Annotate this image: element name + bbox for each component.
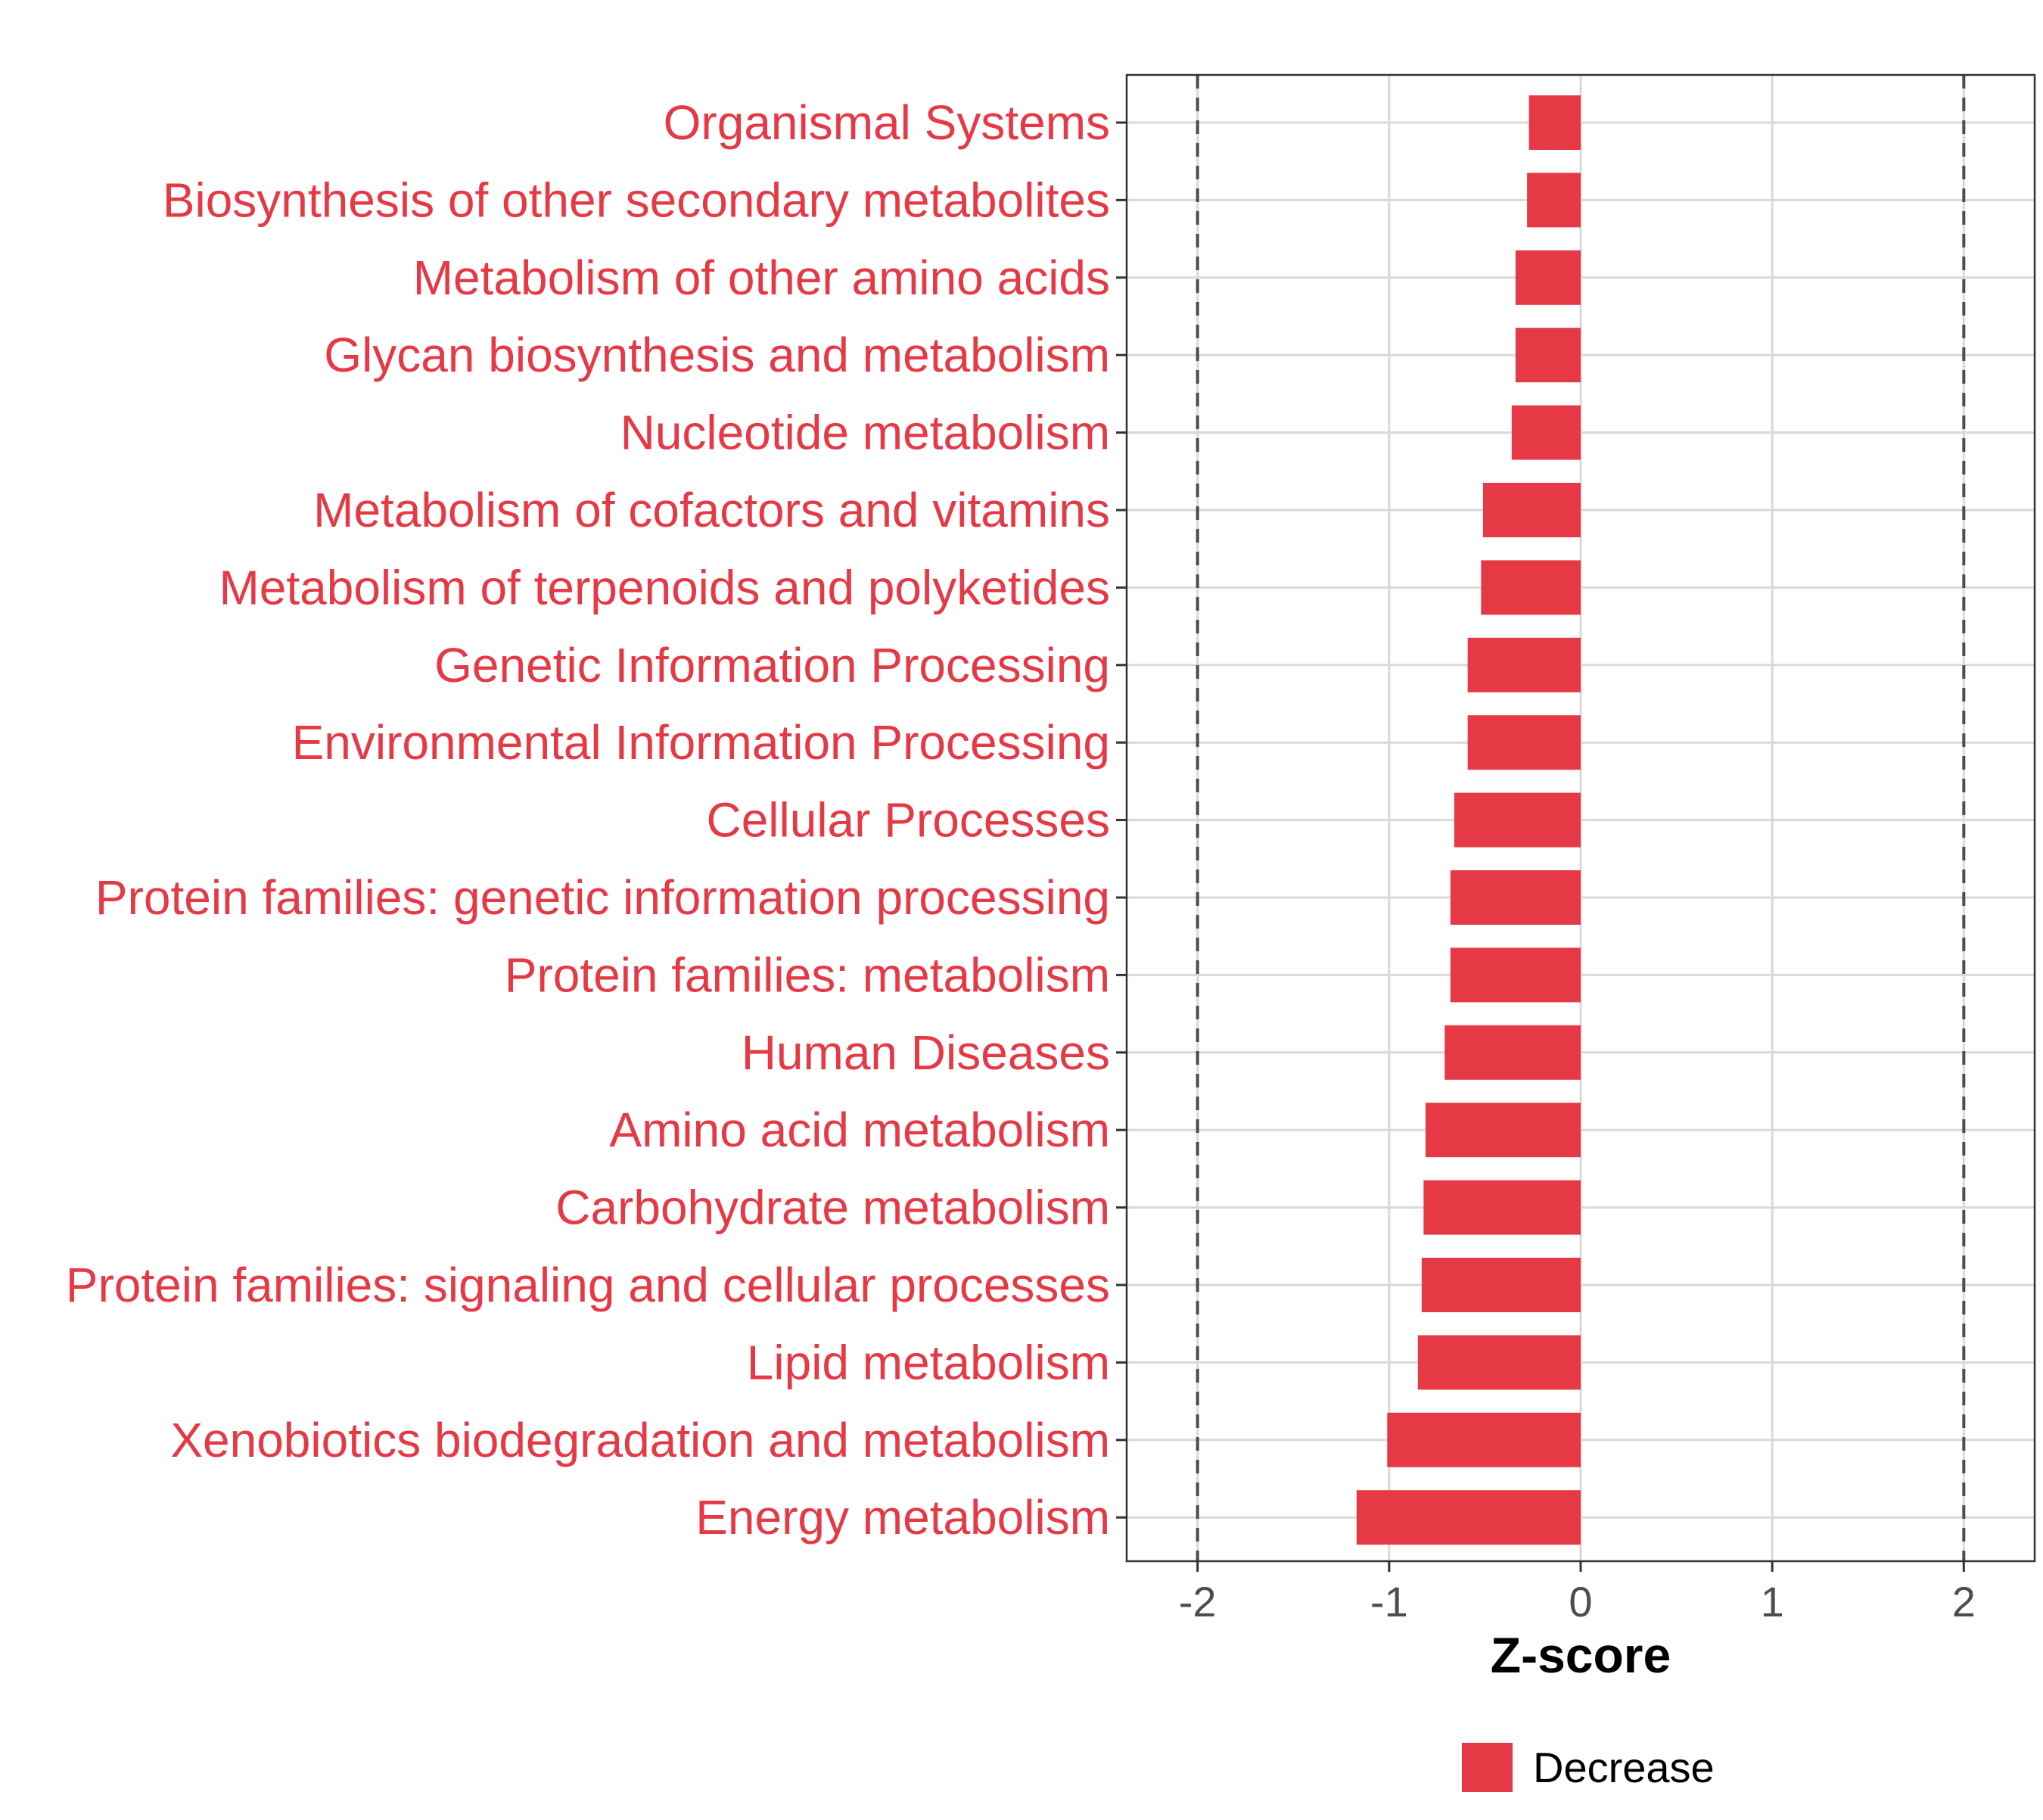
category-label: Protein families: genetic information pr… [95,870,1110,925]
x-axis-title: Z-score [1491,1627,1671,1683]
bar [1421,1258,1581,1312]
category-label: Lipid metabolism [747,1335,1110,1389]
bar [1387,1412,1581,1467]
x-tick-label: -1 [1370,1578,1408,1626]
category-label: Genetic Information Processing [434,638,1110,692]
category-label: Metabolism of terpenoids and polyketides [219,560,1110,614]
category-label: Energy metabolism [695,1490,1110,1545]
category-label: Metabolism of other amino acids [413,250,1110,305]
bar [1527,173,1581,228]
bar [1467,715,1581,770]
category-label: Environmental Information Processing [292,715,1110,770]
bar [1423,1180,1581,1235]
bar [1444,1025,1581,1080]
category-label: Protein families: signaling and cellular… [66,1258,1110,1312]
x-tick-label: 2 [1952,1578,1976,1626]
x-tick-label: -2 [1179,1578,1217,1626]
category-labels-layer: Organismal Systems Biosynthesis of other … [66,95,1110,1545]
category-label: Xenobiotics biodegradation and metabolis… [170,1413,1110,1467]
bar [1454,792,1581,848]
bar [1425,1103,1581,1158]
reference-lines-layer [1196,75,1966,1561]
category-label: Organismal Systems [664,95,1110,150]
legend: Decrease [1462,1743,1715,1792]
bar [1511,405,1581,460]
x-tick-label: 1 [1761,1578,1784,1626]
bar [1467,637,1581,692]
bars-layer [1356,95,1581,1545]
bar [1356,1490,1581,1545]
bar [1528,95,1581,150]
bar [1481,560,1581,615]
bar [1515,328,1581,383]
bar [1450,947,1581,1003]
category-label: Cellular Processes [706,793,1110,848]
category-label: Protein families: metabolism [505,947,1110,1002]
category-label: Biosynthesis of other secondary metaboli… [163,173,1110,227]
bar [1450,870,1581,925]
bar [1515,250,1581,305]
category-label: Nucleotide metabolism [620,406,1110,460]
category-label: Human Diseases [742,1025,1110,1080]
legend-label-decrease: Decrease [1533,1744,1715,1791]
x-tick-label: 0 [1569,1578,1592,1626]
bar [1417,1335,1581,1390]
axis-ticks-layer: -2 -1 0 1 2 [1116,121,1976,1626]
bar [1482,483,1581,537]
category-label: Glycan biosynthesis and metabolism [324,328,1110,382]
category-label: Amino acid metabolism [609,1103,1110,1157]
legend-swatch-decrease [1462,1743,1513,1792]
category-label: Metabolism of cofactors and vitamins [313,483,1110,537]
category-label: Carbohydrate metabolism [555,1181,1110,1235]
